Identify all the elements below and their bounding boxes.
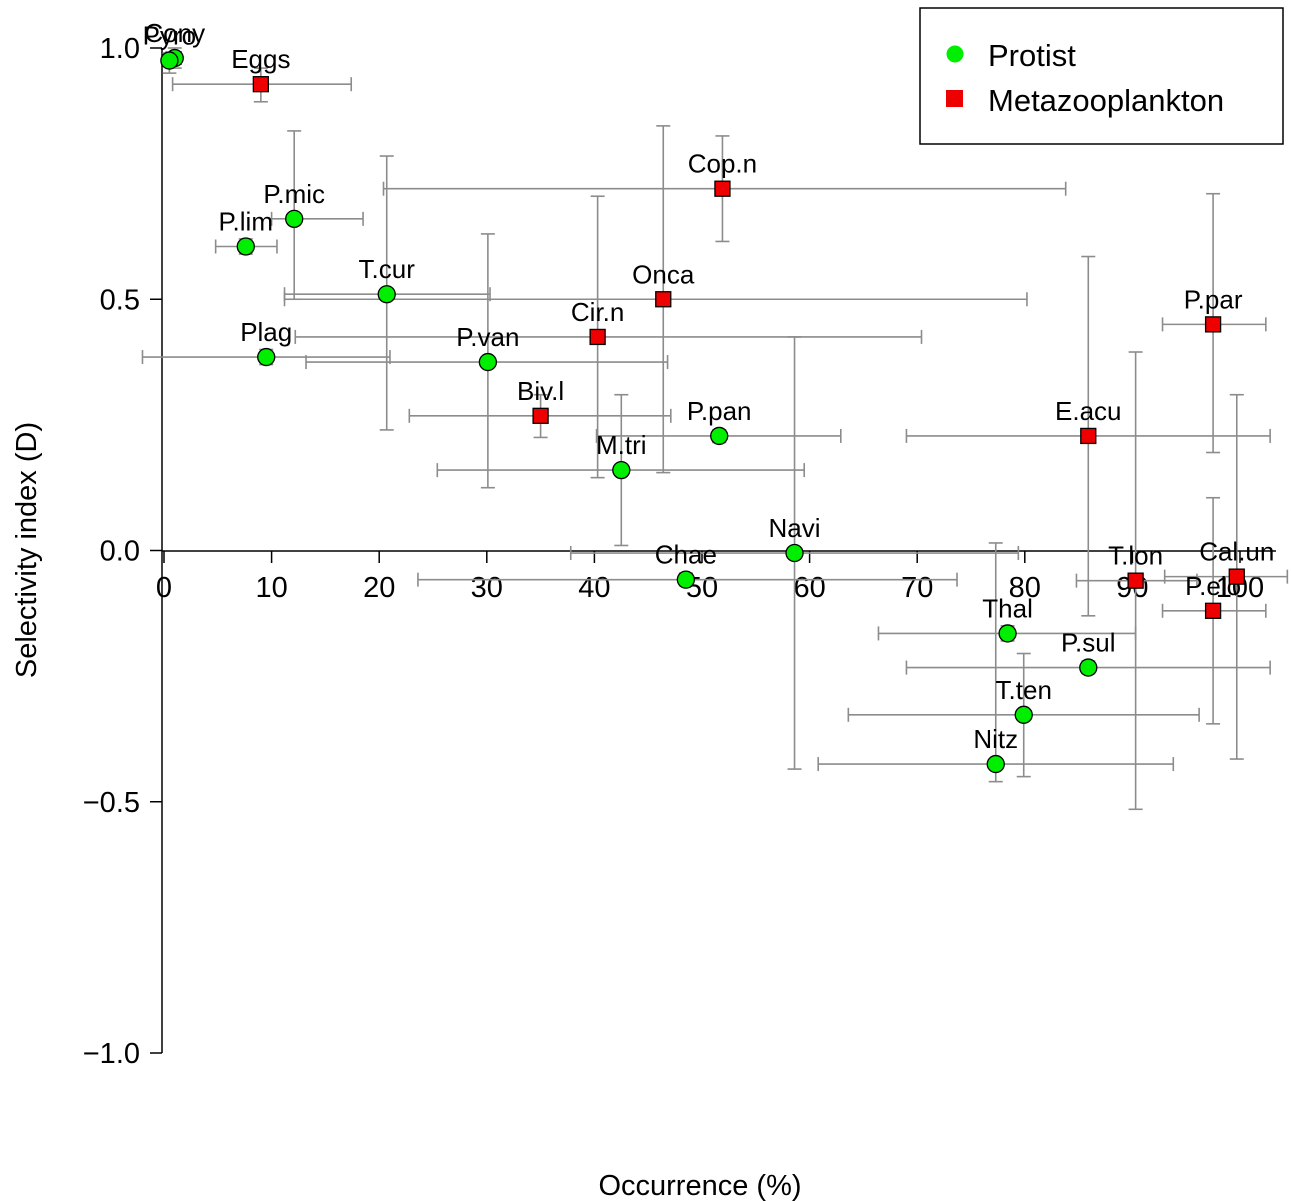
point-label: Plag [240, 317, 292, 347]
point-label: Onca [632, 259, 695, 289]
protist-point [236, 237, 255, 256]
metazooplankton-point [532, 407, 549, 424]
point-label: Cir.n [571, 297, 624, 327]
y-axis-ticks: −1.0 −0.5 0.0 0.5 1.0 [83, 33, 162, 1070]
x-tick-label: 20 [363, 572, 395, 604]
protist-point [285, 209, 304, 229]
legend-protist-marker [946, 45, 964, 63]
data-points [160, 48, 1245, 774]
point-label: T.cur [359, 254, 416, 284]
protist-point [1079, 658, 1098, 677]
y-tick-label: 1.0 [100, 33, 140, 65]
x-axis-title: Occurrence (%) [598, 1170, 801, 1201]
metazooplankton-point [1228, 568, 1245, 585]
protist-point [710, 426, 729, 446]
x-tick-label: 40 [578, 572, 610, 604]
point-label: Pyro [143, 21, 196, 51]
point-label: Cal.un [1199, 537, 1274, 567]
point-label: Nitz [973, 724, 1018, 754]
point-label: P.par [1184, 284, 1243, 314]
point-label: E.acu [1055, 396, 1122, 426]
point-label: P.van [456, 322, 519, 352]
point-label: Navi [769, 513, 821, 543]
legend-protist-label: Protist [988, 38, 1076, 73]
x-tick-label: 10 [255, 572, 287, 604]
point-label: T.ten [996, 675, 1052, 705]
metazooplankton-point [252, 76, 269, 93]
point-label: M.tri [596, 430, 647, 460]
point-label: Cony [144, 18, 205, 48]
protist-point [1014, 705, 1033, 724]
protist-point [986, 754, 1005, 774]
metazooplankton-point [1080, 427, 1097, 445]
x-tick-label: 80 [1009, 572, 1041, 604]
y-tick-label: 0.0 [100, 536, 140, 568]
legend-box [919, 7, 1284, 145]
x-tick-label: 30 [471, 572, 503, 604]
metazooplankton-point [714, 180, 731, 197]
legend-metazooplankton-marker [946, 90, 963, 107]
point-label: P.lim [219, 206, 273, 236]
protist-point [785, 543, 804, 563]
x-tick-label: 0 [156, 572, 172, 604]
y-tick-label: 0.5 [100, 284, 140, 316]
legend-metazooplankton-label: Metazooplankton [988, 83, 1224, 118]
protist-point [478, 352, 498, 372]
point-label: Eggs [231, 44, 290, 74]
point-label: Biv.l [517, 376, 564, 406]
protist-point [160, 51, 179, 70]
metazooplankton-point [1204, 602, 1222, 619]
point-label: Thal [982, 593, 1033, 623]
metazooplankton-point [1204, 316, 1222, 333]
protist-point [377, 285, 396, 304]
point-label: P.mic [263, 179, 325, 209]
point-label: Cop.n [688, 149, 757, 179]
point-label: Chae [655, 540, 717, 570]
metazooplankton-point [1127, 572, 1144, 589]
error-bar-p-mic [270, 130, 364, 301]
protist-point [676, 570, 696, 589]
protist-point [612, 460, 631, 480]
point-label: T.lon [1108, 541, 1163, 571]
x-tick-label: 60 [793, 572, 825, 604]
x-tick-label: 70 [901, 572, 933, 604]
point-label: P.pan [687, 396, 752, 426]
y-tick-label: −1.0 [83, 1038, 140, 1070]
metazooplankton-point [655, 291, 672, 308]
y-axis-title: Selectivity index (D) [11, 422, 43, 678]
protist-point [998, 624, 1017, 643]
protist-point [257, 347, 276, 367]
y-tick-label: −0.5 [83, 787, 140, 819]
legend: Protist Metazooplankton [919, 7, 1284, 145]
point-label: P.sul [1061, 628, 1115, 658]
metazooplankton-point [589, 328, 606, 346]
